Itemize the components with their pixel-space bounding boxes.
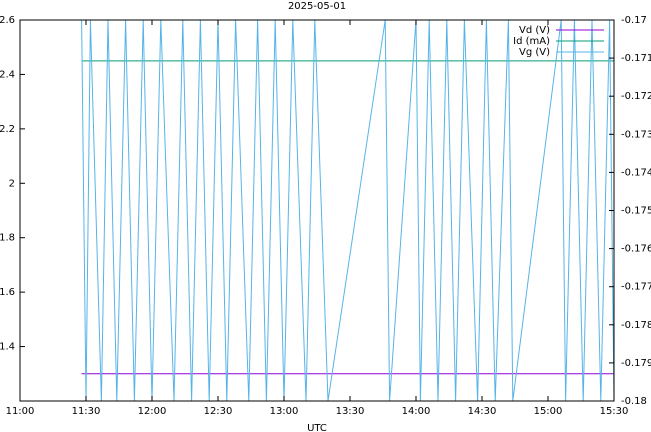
y2-tick-label: -0.17 xyxy=(621,15,647,26)
x-tick-label: 12:00 xyxy=(138,406,167,417)
plot-area xyxy=(81,20,614,401)
x-tick-label: 14:00 xyxy=(402,406,431,417)
x-tick-label: 11:00 xyxy=(6,406,35,417)
legend-label: Vg (V) xyxy=(519,47,550,58)
x-tick-label: 13:00 xyxy=(270,406,299,417)
x-tick-label: 15:30 xyxy=(600,406,629,417)
y2-tick-label: -0.171 xyxy=(621,53,651,64)
x-tick-label: 12:30 xyxy=(204,406,233,417)
legend-label: Vd (V) xyxy=(519,25,550,36)
y-tick-label: 2.2 xyxy=(0,124,15,135)
x-tick-label: 11:30 xyxy=(72,406,101,417)
y2-tick-label: -0.178 xyxy=(621,320,651,331)
y-tick-label: 1.8 xyxy=(0,233,15,244)
y-tick-label: 2.4 xyxy=(0,69,15,80)
y-tick-label: 1.6 xyxy=(0,287,15,298)
legend-label: Id (mA) xyxy=(513,36,550,47)
y-tick-label: 2 xyxy=(9,178,15,189)
x-tick-label: 15:00 xyxy=(534,406,563,417)
x-tick-label: 13:30 xyxy=(336,406,365,417)
y2-tick-label: -0.176 xyxy=(621,244,651,255)
y-tick-label: 2.6 xyxy=(0,15,15,26)
y2-tick-label: -0.172 xyxy=(621,91,651,102)
y2-tick-label: -0.175 xyxy=(621,206,651,217)
y2-tick-label: -0.173 xyxy=(621,129,651,140)
y2-tick-label: -0.177 xyxy=(621,282,651,293)
x-axis-label: UTC xyxy=(307,423,327,432)
y2-tick-label: -0.18 xyxy=(621,396,647,407)
y-tick-label: 1.4 xyxy=(0,342,15,353)
y2-tick-label: -0.174 xyxy=(621,167,651,178)
series-line xyxy=(81,20,614,401)
x-tick-label: 14:30 xyxy=(468,406,497,417)
chart-title: 2025-05-01 xyxy=(288,1,346,12)
y2-tick-label: -0.179 xyxy=(621,358,651,369)
